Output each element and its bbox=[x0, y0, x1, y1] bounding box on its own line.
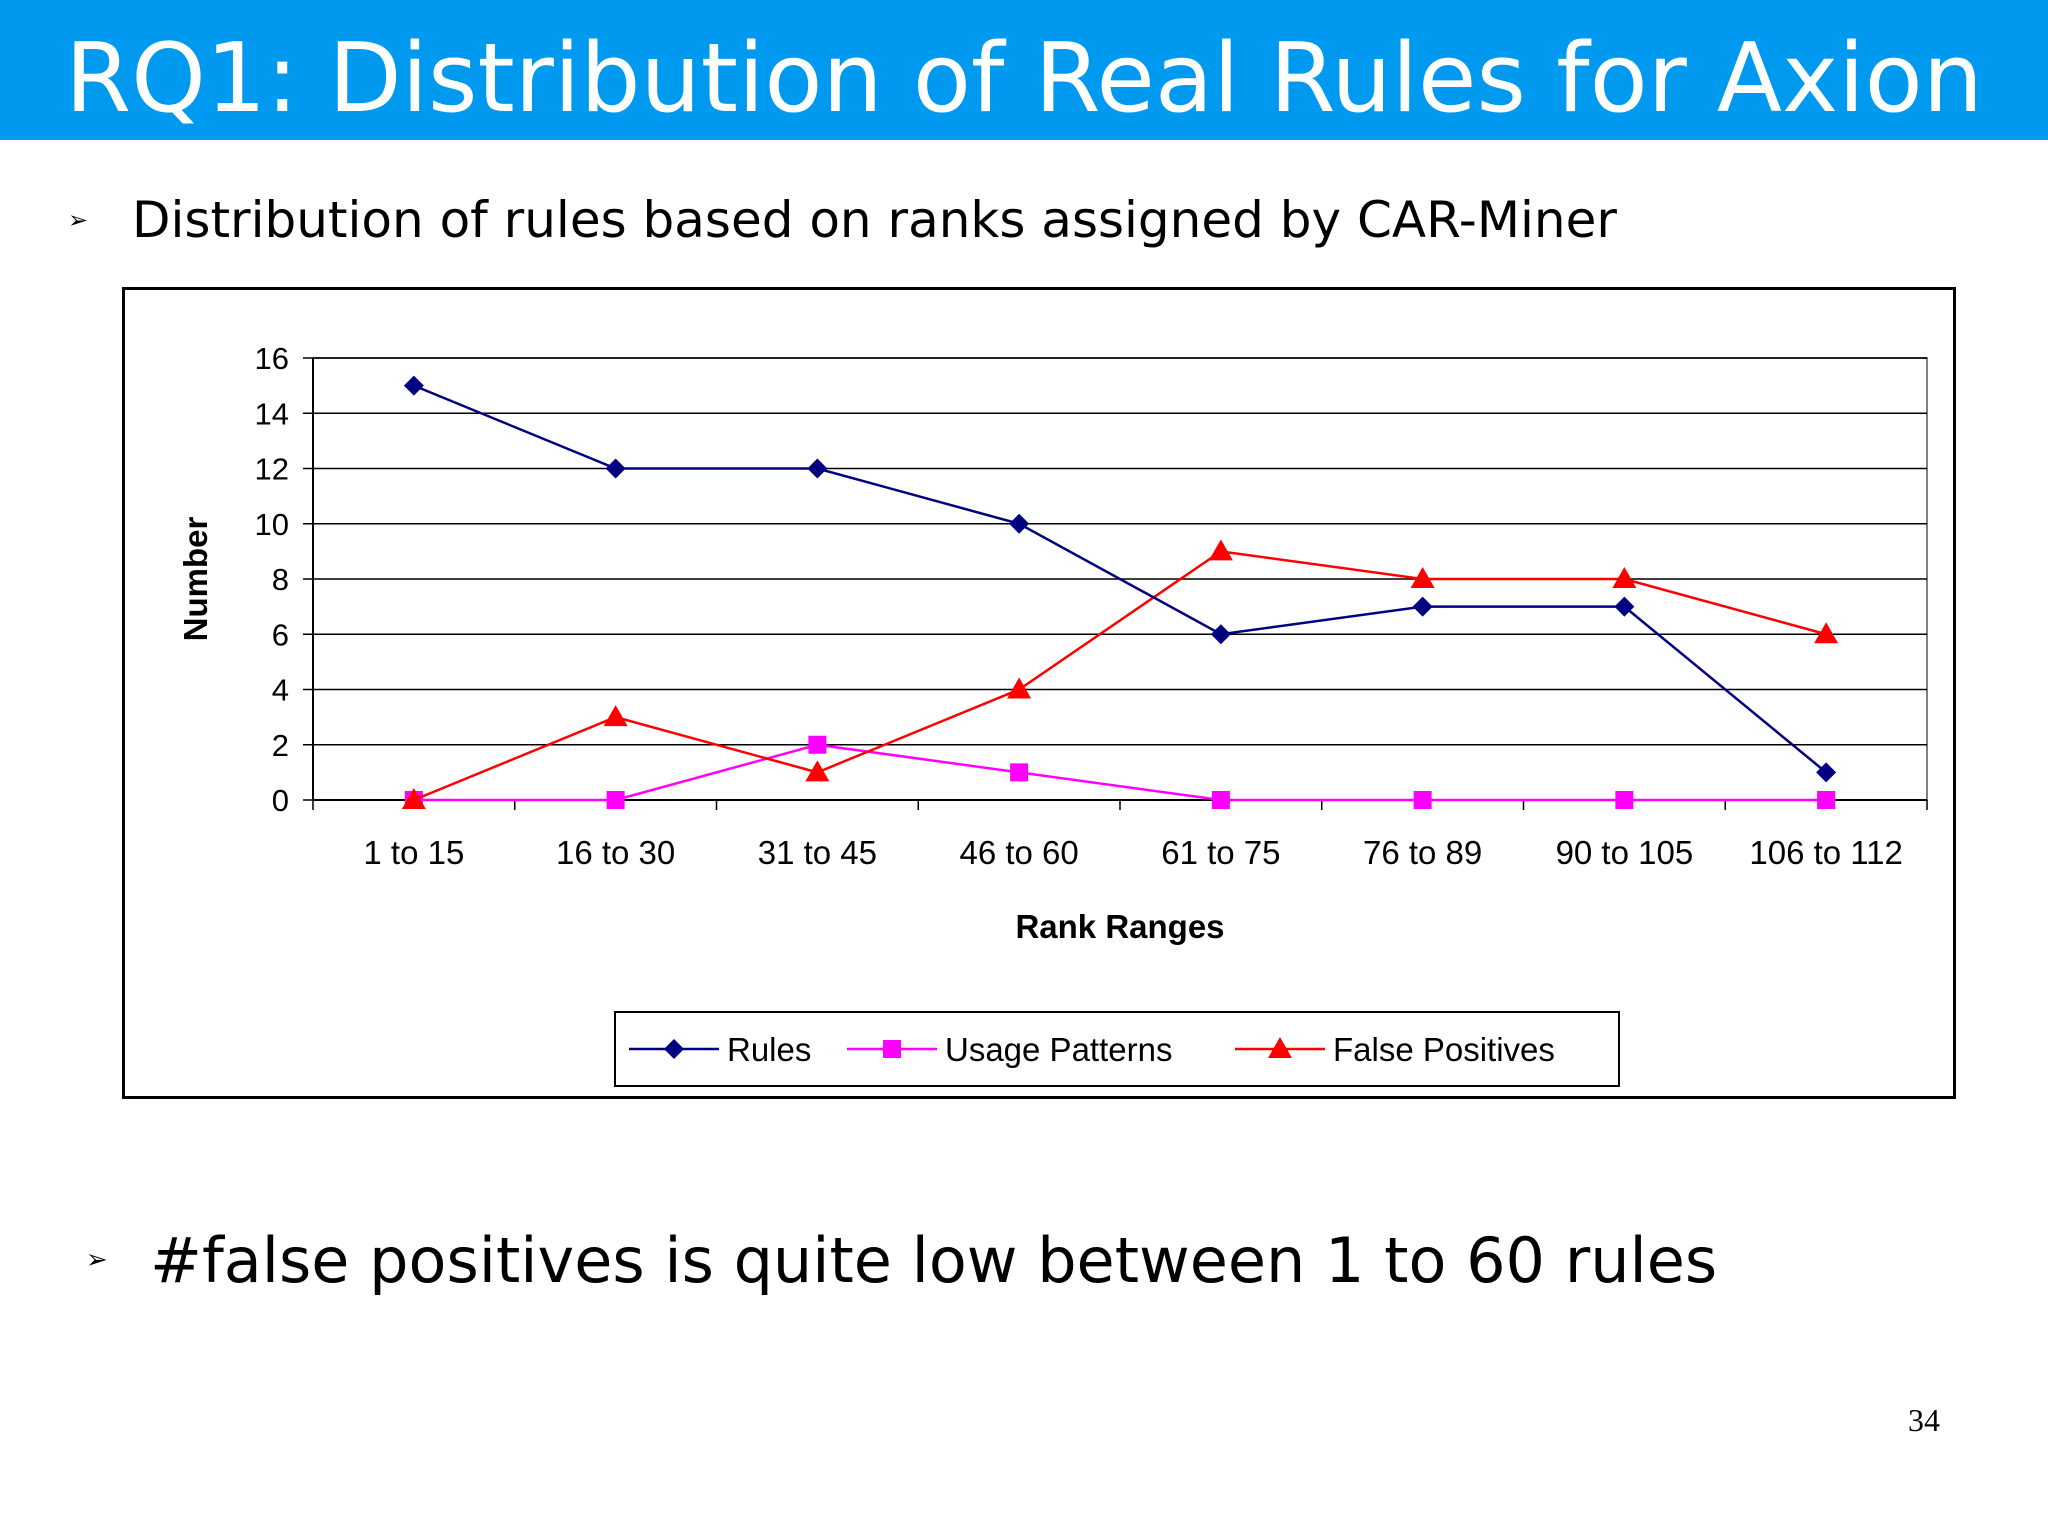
data-point-rules bbox=[1210, 624, 1231, 645]
y-tick-label: 16 bbox=[255, 341, 289, 376]
x-tick-label: 16 to 30 bbox=[556, 834, 675, 871]
data-point-rules bbox=[807, 458, 828, 479]
data-point-usage-patterns bbox=[1615, 791, 1634, 809]
y-tick-label: 2 bbox=[272, 728, 289, 763]
y-tick-label: 4 bbox=[272, 673, 289, 708]
legend-label: Rules bbox=[727, 1031, 811, 1068]
data-point-rules bbox=[1614, 596, 1635, 617]
y-tick-label: 10 bbox=[255, 507, 289, 542]
legend-box bbox=[614, 1011, 1620, 1087]
page-number: 34 bbox=[1908, 1402, 1940, 1438]
series-line-false-positives bbox=[413, 550, 1827, 802]
data-point-false-positives bbox=[1208, 539, 1233, 561]
series-line-rules bbox=[413, 384, 1827, 774]
x-tick-label: 106 to 112 bbox=[1749, 834, 1903, 871]
series-line-usage-patterns bbox=[413, 743, 1827, 802]
bullet-text-1: Distribution of rules based on ranks ass… bbox=[132, 191, 1617, 249]
y-tick-label: 0 bbox=[272, 783, 289, 818]
data-point-usage-patterns bbox=[1817, 791, 1836, 809]
data-point-usage-patterns bbox=[808, 735, 827, 754]
title-bar bbox=[0, 0, 2048, 140]
chart-frame: 0 2 4 6 8 10 12 14 16 1 to 15 16 to 30 31 to 45 46 t… bbox=[122, 287, 1956, 1099]
bullet-text-2: #false positives is quite low between 1 … bbox=[150, 1223, 1718, 1297]
data-point-rules bbox=[403, 375, 424, 396]
line-chart: 0 2 4 6 8 10 12 14 16 1 to 15 16 to 30 31 to 45 46 t… bbox=[177, 341, 1928, 1087]
data-point-usage-patterns bbox=[1010, 763, 1029, 782]
data-point-usage-patterns bbox=[1413, 791, 1432, 809]
data-point-false-positives bbox=[1410, 567, 1435, 588]
data-point-rules bbox=[605, 458, 626, 479]
y-axis-title: Number bbox=[177, 517, 214, 642]
y-tick-label: 8 bbox=[272, 562, 289, 597]
data-point-false-positives bbox=[805, 760, 830, 782]
legend-label: Usage Patterns bbox=[945, 1031, 1172, 1068]
x-tick-label: 31 to 45 bbox=[758, 834, 877, 871]
data-point-false-positives bbox=[603, 705, 628, 727]
bullet-item-1: ➢ Distribution of rules based on ranks a… bbox=[68, 180, 1617, 260]
data-point-false-positives bbox=[1814, 622, 1839, 644]
data-point-rules bbox=[1009, 513, 1030, 534]
bullet-item-2: ➢ #false positives is quite low between … bbox=[86, 1215, 1717, 1305]
data-point-false-positives bbox=[401, 788, 426, 809]
y-tick-label: 14 bbox=[255, 396, 289, 431]
legend-marker bbox=[883, 1040, 901, 1058]
x-tick-label: 1 to 15 bbox=[363, 834, 464, 871]
slide-title: RQ1: Distribution of Real Rules for Axio… bbox=[65, 24, 1983, 134]
legend-label: False Positives bbox=[1333, 1031, 1555, 1068]
data-point-usage-patterns bbox=[1211, 791, 1230, 809]
x-tick-label: 61 to 75 bbox=[1161, 834, 1280, 871]
legend-marker bbox=[1268, 1037, 1292, 1058]
x-tick-label: 46 to 60 bbox=[959, 834, 1078, 871]
legend-marker bbox=[664, 1039, 684, 1059]
arrow-bullet-icon: ➢ bbox=[86, 1245, 108, 1275]
data-point-false-positives bbox=[1612, 567, 1637, 588]
data-point-rules bbox=[1412, 596, 1433, 617]
x-tick-label: 90 to 105 bbox=[1556, 834, 1694, 871]
arrow-bullet-icon: ➢ bbox=[68, 206, 89, 234]
x-tick-label: 76 to 89 bbox=[1363, 834, 1482, 871]
data-point-usage-patterns bbox=[606, 791, 625, 809]
y-tick-label: 6 bbox=[272, 617, 289, 652]
x-axis-title: Rank Ranges bbox=[1015, 908, 1224, 945]
data-point-rules bbox=[1816, 762, 1837, 783]
y-tick-label: 12 bbox=[255, 452, 289, 487]
data-point-false-positives bbox=[1007, 677, 1032, 699]
